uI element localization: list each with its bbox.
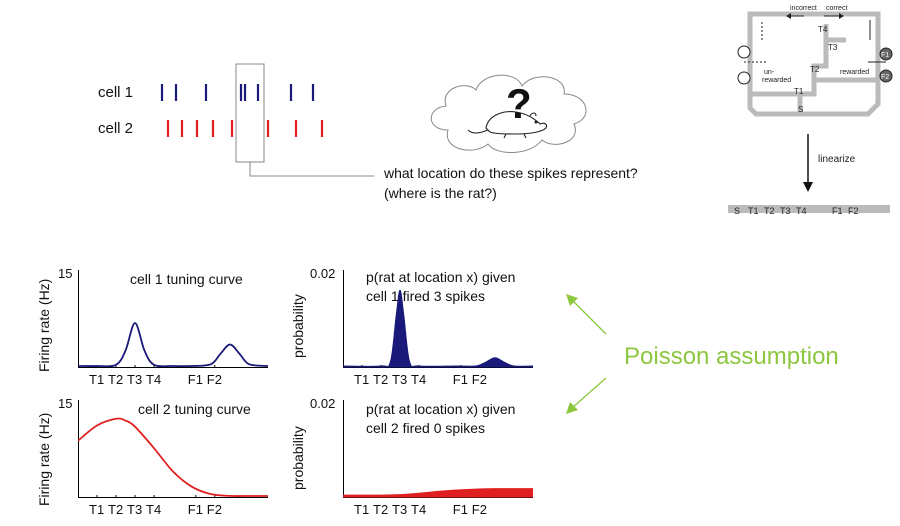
x-tick-label-F1: F1 [452, 502, 468, 517]
panel-4-title-1: p(rat at location x) given [366, 401, 516, 417]
maze-incorrect-label: incorrect [790, 5, 817, 12]
panel-3-ylabel: Firing rate (Hz) [36, 412, 52, 506]
panel-4-xticks: T1 T2 T3 T4 F1 F2 [343, 502, 533, 520]
x-tick-label-T1: T1 [354, 372, 370, 387]
x-tick-label-T3: T3 [392, 372, 408, 387]
panel-4-title-2: cell 2 fired 0 spikes [366, 420, 486, 436]
linear-label-S: S [734, 206, 740, 216]
maze-frame [747, 11, 881, 117]
thought-cloud: ? [430, 74, 587, 154]
x-tick-label-T2: T2 [108, 502, 124, 517]
poisson-assumption-label: Poisson assumption [624, 343, 839, 370]
panel-4-ylabel: probability [290, 426, 306, 490]
series-line [78, 322, 268, 368]
x-tick-label-T1: T1 [89, 372, 105, 387]
panel-1-chart [78, 270, 268, 368]
maze-F2: F2 [881, 74, 889, 81]
callout-line [249, 162, 374, 177]
maze-T4: T4 [818, 25, 828, 34]
maze-tracks [750, 24, 878, 112]
x-tick-label-T1: T1 [354, 502, 370, 517]
maze-T2: T2 [810, 65, 820, 74]
maze-diagram: incorrect correct T4 T3 T2 T1 S un- rewa… [728, 5, 893, 216]
cell-1-label: cell 1 [98, 84, 134, 101]
x-tick-label-T1: T1 [89, 502, 105, 517]
x-tick-label-F1: F1 [452, 372, 468, 387]
panel-4-ymax: 0.02 [310, 396, 336, 411]
arrow-down-icon [566, 402, 578, 414]
series-area [343, 488, 533, 498]
x-tick-label-F2: F2 [206, 372, 222, 387]
x-tick-label-F1: F1 [187, 372, 203, 387]
linear-label-F2: F2 [848, 206, 859, 216]
maze-correct-label: correct [826, 5, 847, 12]
panel-2-title-2: cell 1 fired 3 spikes [366, 288, 486, 304]
spike-raster [160, 63, 374, 177]
arrow-up-icon [566, 294, 578, 306]
linearize-arrow-icon [803, 182, 813, 192]
panel-3-title: cell 2 tuning curve [138, 401, 251, 417]
question-line-1: what location do these spikes represent? [384, 165, 638, 181]
panel-4-chart [343, 400, 533, 498]
linear-label-T3: T3 [780, 206, 791, 216]
x-tick-label-T3: T3 [127, 502, 143, 517]
feeder-left-2-icon [737, 71, 751, 85]
series-line [78, 417, 268, 497]
panel-1-ymax: 15 [58, 266, 73, 281]
linear-label-T1: T1 [748, 206, 759, 216]
x-tick-label-T2: T2 [373, 372, 389, 387]
x-tick-label-F2: F2 [206, 502, 222, 517]
x-tick-label-T4: T4 [411, 502, 427, 517]
series-area [343, 289, 533, 368]
x-tick-label-T2: T2 [108, 372, 124, 387]
linearize-label: linearize [818, 154, 856, 165]
x-tick-label-T2: T2 [373, 502, 389, 517]
panel-3-chart [78, 400, 268, 498]
cell-2-label: cell 2 [98, 120, 134, 137]
feeder-F1-icon [879, 47, 893, 61]
maze-T3: T3 [828, 43, 838, 52]
question-line-2: (where is the rat?) [384, 185, 497, 201]
panel-3-ymax: 15 [58, 396, 73, 411]
linear-label-T2: T2 [764, 206, 775, 216]
maze-F1: F1 [881, 52, 889, 59]
panel-2-ylabel: probability [290, 294, 306, 358]
panel-2-chart [343, 270, 533, 368]
x-tick-label-F1: F1 [187, 502, 203, 517]
x-tick-label-T4: T4 [146, 502, 162, 517]
x-tick-label-F2: F2 [471, 372, 487, 387]
x-tick-label-T3: T3 [127, 372, 143, 387]
question-mark: ? [506, 80, 532, 127]
maze-T1: T1 [794, 87, 804, 96]
maze-unrewarded-2: rewarded [762, 77, 791, 84]
linear-label-T4: T4 [796, 206, 807, 216]
selection-window [235, 63, 265, 163]
poisson-arrows [566, 294, 607, 414]
panel-2-ymax: 0.02 [310, 266, 336, 281]
x-tick-label-T4: T4 [146, 372, 162, 387]
rat-icon [467, 111, 548, 139]
maze-S: S [798, 105, 803, 114]
maze-rewarded: rewarded [840, 69, 869, 76]
panel-1-xticks: T1 T2 T3 T4 F1 F2 [78, 372, 268, 390]
maze-unrewarded-1: un- [764, 69, 775, 76]
x-tick-label-T3: T3 [392, 502, 408, 517]
panel-3-xticks: T1 T2 T3 T4 F1 F2 [78, 502, 268, 520]
linear-label-F1: F1 [832, 206, 843, 216]
panel-2-title-1: p(rat at location x) given [366, 269, 516, 285]
x-tick-label-T4: T4 [411, 372, 427, 387]
panel-1-title: cell 1 tuning curve [130, 271, 243, 287]
feeder-left-1-icon [737, 45, 751, 59]
feeder-F2-icon [879, 69, 893, 83]
linear-track [728, 205, 890, 213]
panel-1-ylabel: Firing rate (Hz) [36, 278, 52, 372]
panel-2-xticks: T1 T2 T3 T4 F1 F2 [343, 372, 533, 390]
x-tick-label-F2: F2 [471, 502, 487, 517]
